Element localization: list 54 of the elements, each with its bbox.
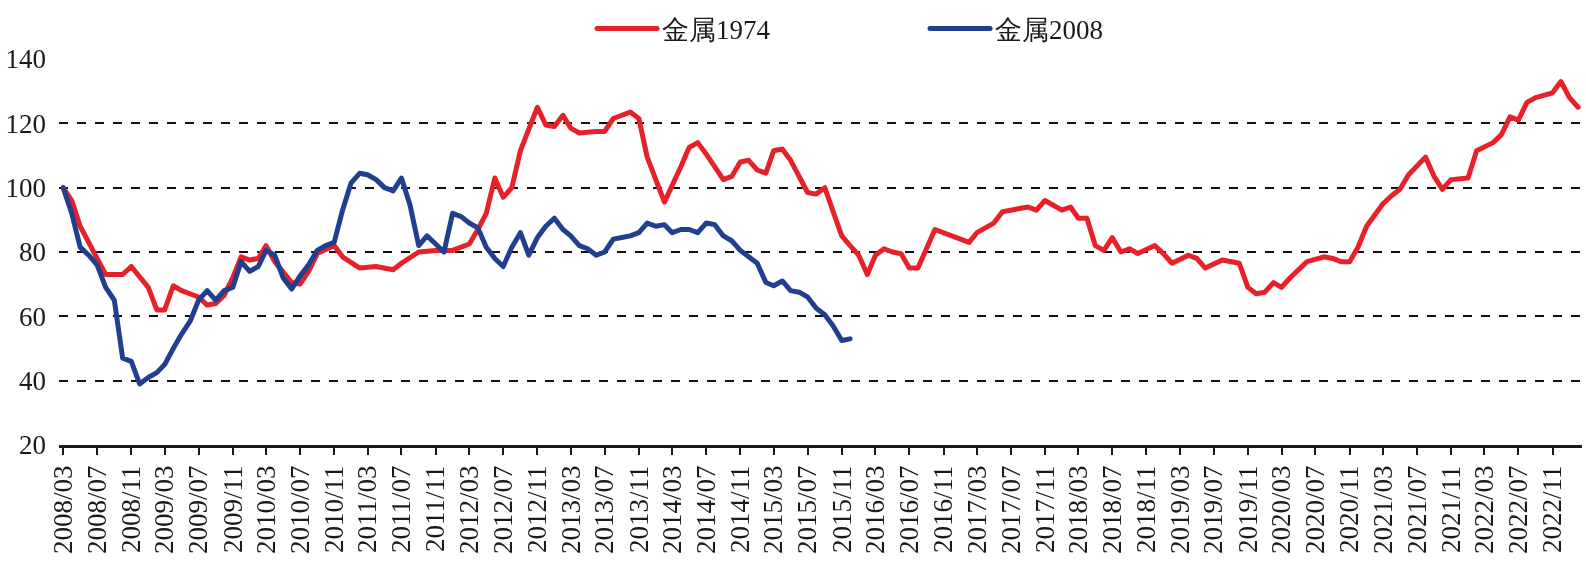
legend-label: 金属1974: [662, 14, 771, 45]
x-tick-label: 2021/11: [1435, 465, 1466, 554]
x-tick-label: 2010/11: [318, 465, 349, 554]
x-tick-label: 2014/11: [725, 465, 756, 554]
x-tick-label: 2010/07: [284, 465, 315, 555]
x-tick-label: 2013/03: [555, 465, 586, 555]
x-tick-label: 2017/11: [1029, 465, 1060, 554]
x-tick-label: 2022/11: [1537, 465, 1568, 554]
x-tick-label: 2013/11: [623, 465, 654, 554]
x-tick-label: 2009/03: [149, 465, 180, 555]
x-tick-label: 2015/07: [792, 465, 823, 555]
y-tick-label: 140: [5, 44, 46, 75]
y-tick-label: 60: [19, 301, 46, 332]
x-tick-label: 2011/07: [386, 465, 417, 554]
x-tick-label: 2016/07: [894, 465, 925, 555]
x-tick-label: 2019/03: [1164, 465, 1195, 555]
x-tick-label: 2020/11: [1334, 465, 1365, 554]
y-tick-label: 40: [19, 366, 46, 397]
x-tick-label: 2022/03: [1469, 465, 1500, 555]
x-tick-label: 2008/07: [81, 465, 112, 555]
x-tick-label: 2016/03: [860, 465, 891, 555]
x-tick-label: 2019/07: [1198, 465, 1229, 555]
x-tick-label: 2014/07: [690, 465, 721, 555]
x-tick-label: 2017/07: [995, 465, 1026, 555]
x-tick-label: 2012/07: [487, 465, 518, 555]
x-tick-label: 2011/03: [352, 465, 383, 554]
x-tick-label: 2018/07: [1097, 465, 1128, 555]
x-tick-label: 2015/11: [826, 465, 857, 554]
x-tick-label: 2020/07: [1300, 465, 1331, 555]
x-tick-label: 2009/07: [183, 465, 214, 555]
x-tick-label: 2018/03: [1063, 465, 1094, 555]
x-tick-label: 2008/03: [47, 465, 78, 555]
x-tick-label: 2011/11: [420, 465, 451, 553]
x-tick-label: 2022/07: [1503, 465, 1534, 555]
x-tick-label: 2009/11: [217, 465, 248, 554]
x-tick-label: 2015/03: [758, 465, 789, 555]
x-tick-label: 2020/03: [1266, 465, 1297, 555]
x-tick-label: 2012/03: [454, 465, 485, 555]
x-tick-label: 2008/11: [116, 465, 147, 554]
x-tick-label: 2016/11: [928, 465, 959, 554]
x-tick-label: 2013/07: [589, 465, 620, 555]
x-tick-label: 2012/11: [522, 465, 553, 554]
legend-label: 金属2008: [995, 14, 1104, 45]
y-tick-label: 120: [5, 108, 46, 139]
x-tick-label: 2019/11: [1232, 465, 1263, 554]
x-tick-label: 2014/03: [656, 465, 687, 555]
x-tick-label: 2021/07: [1401, 465, 1432, 555]
x-tick-label: 2010/03: [250, 465, 281, 555]
y-tick-label: 80: [19, 237, 46, 268]
x-tick-label: 2021/03: [1367, 465, 1398, 555]
x-tick-label: 2017/03: [961, 465, 992, 555]
x-tick-label: 2018/11: [1131, 465, 1162, 554]
y-tick-label: 100: [5, 173, 46, 204]
y-tick-label: 20: [19, 430, 46, 461]
